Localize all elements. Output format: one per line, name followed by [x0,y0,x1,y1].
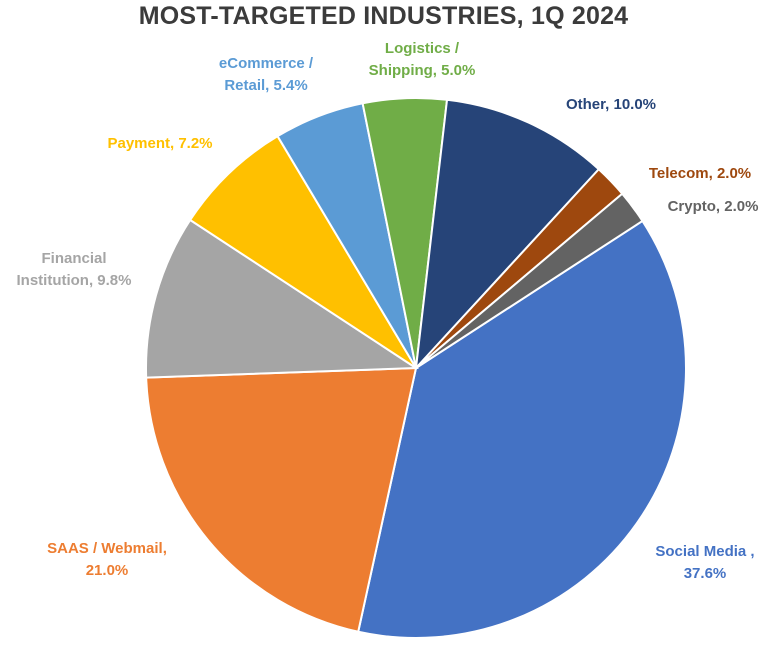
chart-title: MOST-TARGETED INDUSTRIES, 1Q 2024 [138,2,629,30]
slice-data-label: Financial Institution, 9.8% [16,250,131,289]
pie-slice [188,134,417,369]
slice-data-label: Crypto, 2.0% [668,198,759,215]
pie-slice [357,219,687,639]
slice-data-label: Logistics / Shipping, 5.0% [369,40,476,79]
pie-slice [145,366,418,633]
pie-slice [414,98,601,371]
slice-data-label: Other, 10.0% [566,96,656,113]
slice-data-label: Telecom, 2.0% [649,165,751,182]
pie-slice [415,192,644,369]
slice-data-label: Payment, 7.2% [107,135,212,152]
slice-data-label: Social Media , 37.6% [655,543,754,582]
pie-slice [145,218,420,379]
slice-data-label: SAAS / Webmail, 21.0% [47,540,167,579]
slice-data-label: eCommerce / Retail, 5.4% [219,55,314,94]
